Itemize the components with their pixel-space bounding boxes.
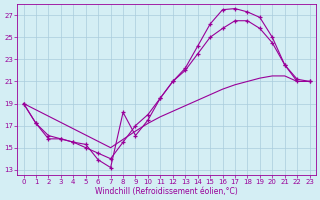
X-axis label: Windchill (Refroidissement éolien,°C): Windchill (Refroidissement éolien,°C) (95, 187, 238, 196)
